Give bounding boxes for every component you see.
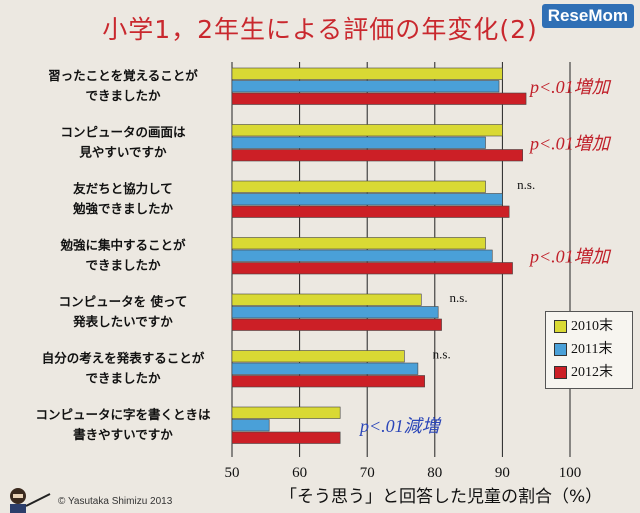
- bar-2012: [231, 262, 513, 275]
- category-label-line2: できましたか: [85, 258, 161, 273]
- category-label-line1: 勉強に集中することが: [59, 238, 186, 253]
- legend-label-2012: 2012末: [571, 365, 613, 380]
- significance-note: p<.01減増: [358, 416, 442, 436]
- x-tick-label: 90: [495, 465, 510, 481]
- bar-2010: [231, 124, 503, 137]
- copyright-text: © Yasutaka Shimizu 2013: [58, 496, 173, 507]
- category-label-line2: できましたか: [85, 88, 161, 103]
- x-tick-label: 60: [292, 465, 307, 481]
- bar-2011: [231, 249, 493, 262]
- significance-note: n.s.: [450, 290, 468, 305]
- resemom-logo: ReseMom: [541, 4, 634, 28]
- x-tick-label: 50: [225, 465, 240, 481]
- legend-swatch-2011: [554, 343, 567, 357]
- bar-2010: [231, 350, 405, 363]
- significance-note: n.s.: [517, 177, 535, 192]
- category-label-line2: 書きやすいですか: [73, 427, 173, 442]
- bar-2012: [231, 318, 442, 331]
- bar-2011: [231, 80, 500, 93]
- x-tick-label: 100: [559, 465, 582, 481]
- x-tick-label: 80: [427, 465, 442, 481]
- legend-swatch-2010: [554, 320, 567, 334]
- teacher-mascot-icon: [10, 488, 51, 513]
- category-label-line1: コンピュータの画面は: [60, 125, 186, 140]
- bar-2012: [231, 431, 341, 444]
- bar-2012: [231, 149, 523, 162]
- bar-2012: [231, 375, 425, 388]
- bar-2010: [231, 180, 486, 193]
- category-label-line2: できましたか: [85, 371, 161, 386]
- legend-item-2011: 2011末: [554, 342, 612, 358]
- category-label-line2: 勉強できましたか: [72, 201, 174, 216]
- bar-2011: [231, 193, 503, 206]
- category-label-line1: 友だちと協力して: [72, 181, 173, 196]
- category-label-line1: 自分の考えを発表することが: [42, 351, 205, 366]
- x-axis-label: 「そう思う」と回答した児童の割合（%）: [280, 487, 603, 507]
- bar-2010: [231, 237, 486, 250]
- category-label-line1: コンピュータに字を書くときは: [35, 407, 211, 422]
- chart-title: 小学1，2年生による評価の年変化(2): [102, 15, 538, 44]
- bar-2010: [231, 293, 422, 306]
- category-label-line2: 見やすいですか: [78, 145, 167, 160]
- legend-item-2010: 2010末: [554, 319, 613, 335]
- category-label-line1: コンピュータを 使って: [59, 294, 188, 309]
- bar-2010: [231, 67, 503, 80]
- legend: 2010末 2011末 2012末: [545, 311, 633, 389]
- category-label-line2: 発表したいですか: [72, 314, 173, 329]
- significance-note: p<.01増加: [528, 134, 612, 154]
- legend-label-2010: 2010末: [571, 319, 613, 334]
- bar-2012: [231, 205, 510, 218]
- x-tick-label: 70: [360, 465, 375, 481]
- category-label-line1: 習ったことを覚えることが: [48, 68, 198, 83]
- significance-note: p<.01増加: [528, 77, 612, 97]
- significance-note: n.s.: [433, 347, 451, 362]
- bar-2011: [231, 419, 270, 432]
- bar-2010: [231, 406, 341, 419]
- bar-2011: [231, 362, 419, 375]
- significance-note: p<.01増加: [528, 247, 612, 267]
- legend-item-2012: 2012末: [554, 365, 613, 381]
- bar-2011: [231, 306, 439, 319]
- bar-2012: [231, 92, 527, 105]
- legend-label-2011: 2011末: [571, 342, 613, 357]
- bar-2011: [231, 136, 486, 149]
- legend-swatch-2012: [554, 366, 567, 380]
